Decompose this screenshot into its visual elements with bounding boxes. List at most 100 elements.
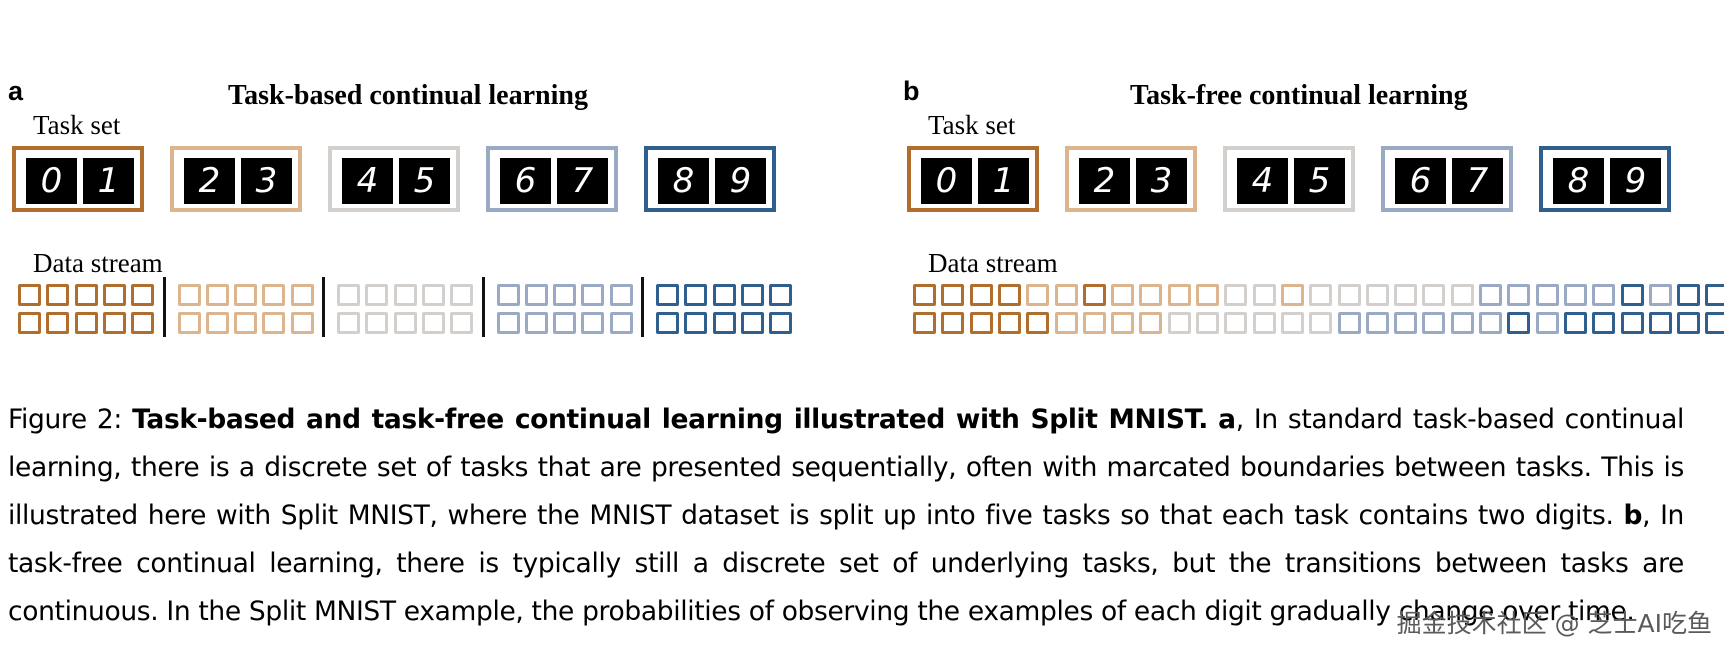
stream-sample (997, 312, 1021, 334)
caption-b-label: b (1623, 500, 1643, 531)
stream-sample (1111, 284, 1135, 306)
stream-sample (941, 284, 965, 306)
stream-sample (18, 312, 41, 334)
stream-sample (1252, 284, 1276, 306)
digit-image: 9 (715, 158, 766, 204)
stream-sample (450, 284, 474, 306)
panel-title: Task-free continual learning (1130, 80, 1468, 111)
stream-sample (290, 284, 314, 306)
stream-sample (234, 284, 258, 306)
panel-b: b Task-free continual learning Task set … (895, 0, 1724, 360)
stream-sample (1535, 312, 1559, 334)
stream-sample (1592, 284, 1616, 306)
digit-image: 1 (978, 158, 1029, 204)
stream-sample (712, 284, 736, 306)
caption-prefix: Figure 2: (8, 404, 133, 435)
stream-sample (1280, 312, 1304, 334)
stream-sample (1648, 284, 1672, 306)
data-stream-label: Data stream (928, 248, 1058, 278)
stream-sample (365, 284, 389, 306)
digit-image: 7 (557, 158, 608, 204)
stream-sample (1620, 284, 1644, 306)
digit-image: 1 (83, 158, 134, 204)
task-boundary (641, 277, 644, 337)
stream-sample (1309, 312, 1333, 334)
stream-sample (609, 312, 633, 334)
stream-sample (1535, 284, 1559, 306)
digit-image: 8 (658, 158, 709, 204)
stream-sample (205, 284, 229, 306)
stream-sample (102, 284, 126, 306)
stream-sample (1620, 312, 1644, 334)
stream-sample (337, 284, 360, 306)
digit-image: 4 (342, 158, 393, 204)
stream-sample (656, 284, 679, 306)
caption-b-text: , In task-free continual learning, there… (8, 500, 1684, 627)
stream-sample (913, 312, 936, 334)
figure-caption: Figure 2: Task-based and task-free conti… (8, 396, 1684, 636)
watermark: 掘金技术社区 @ 芝士AI吃鱼 (1396, 609, 1712, 638)
task-boundary (162, 277, 166, 337)
stream-sample (1365, 284, 1389, 306)
stream-sample (1422, 312, 1446, 334)
stream-sample (1705, 284, 1724, 306)
stream-sample (1592, 312, 1616, 334)
stream-sample (1450, 312, 1474, 334)
stream-sample (740, 312, 764, 334)
task-boundary (322, 277, 325, 337)
stream-sample (46, 312, 70, 334)
stream-sample (177, 284, 201, 306)
stream-sample (969, 284, 993, 306)
stream-sample (581, 312, 605, 334)
digit-image: 9 (1610, 158, 1661, 204)
stream-sample (1224, 312, 1248, 334)
panel-a: a Task-based continual learning Task set… (0, 0, 840, 360)
stream-sample (1167, 284, 1191, 306)
stream-sample (553, 284, 577, 306)
stream-sample (524, 284, 548, 306)
digit-image: 6 (500, 158, 551, 204)
stream-sample (1479, 312, 1502, 334)
stream-sample (1167, 312, 1191, 334)
stream-sample (524, 312, 548, 334)
digit-image: 3 (1136, 158, 1187, 204)
stream-sample (1705, 312, 1724, 334)
caption-a-text: , In standard task-based continual learn… (8, 404, 1685, 531)
stream-sample (74, 284, 98, 306)
stream-sample (262, 284, 286, 306)
stream-sample (740, 284, 764, 306)
panel-letter: b (903, 76, 920, 106)
digit-image: 5 (1294, 158, 1345, 204)
stream-sample (656, 312, 679, 334)
stream-sample (581, 284, 605, 306)
panel-title: Task-based continual learning (228, 80, 588, 111)
stream-sample (1648, 312, 1672, 334)
stream-sample (131, 284, 155, 306)
stream-sample (365, 312, 389, 334)
stream-sample (1139, 284, 1163, 306)
stream-sample (1280, 284, 1304, 306)
stream-sample (450, 312, 474, 334)
digit-image: 7 (1452, 158, 1503, 204)
digit-image: 2 (1079, 158, 1130, 204)
stream-sample (1082, 284, 1106, 306)
task-set-label: Task set (33, 110, 121, 140)
stream-sample (46, 284, 70, 306)
data-stream-label: Data stream (33, 248, 163, 278)
stream-sample (1082, 312, 1106, 334)
stream-sample (1422, 284, 1446, 306)
stream-sample (1677, 284, 1701, 306)
task-boundary (481, 277, 485, 337)
stream-sample (234, 312, 258, 334)
digit-image: 4 (1237, 158, 1288, 204)
stream-sample (769, 284, 793, 306)
